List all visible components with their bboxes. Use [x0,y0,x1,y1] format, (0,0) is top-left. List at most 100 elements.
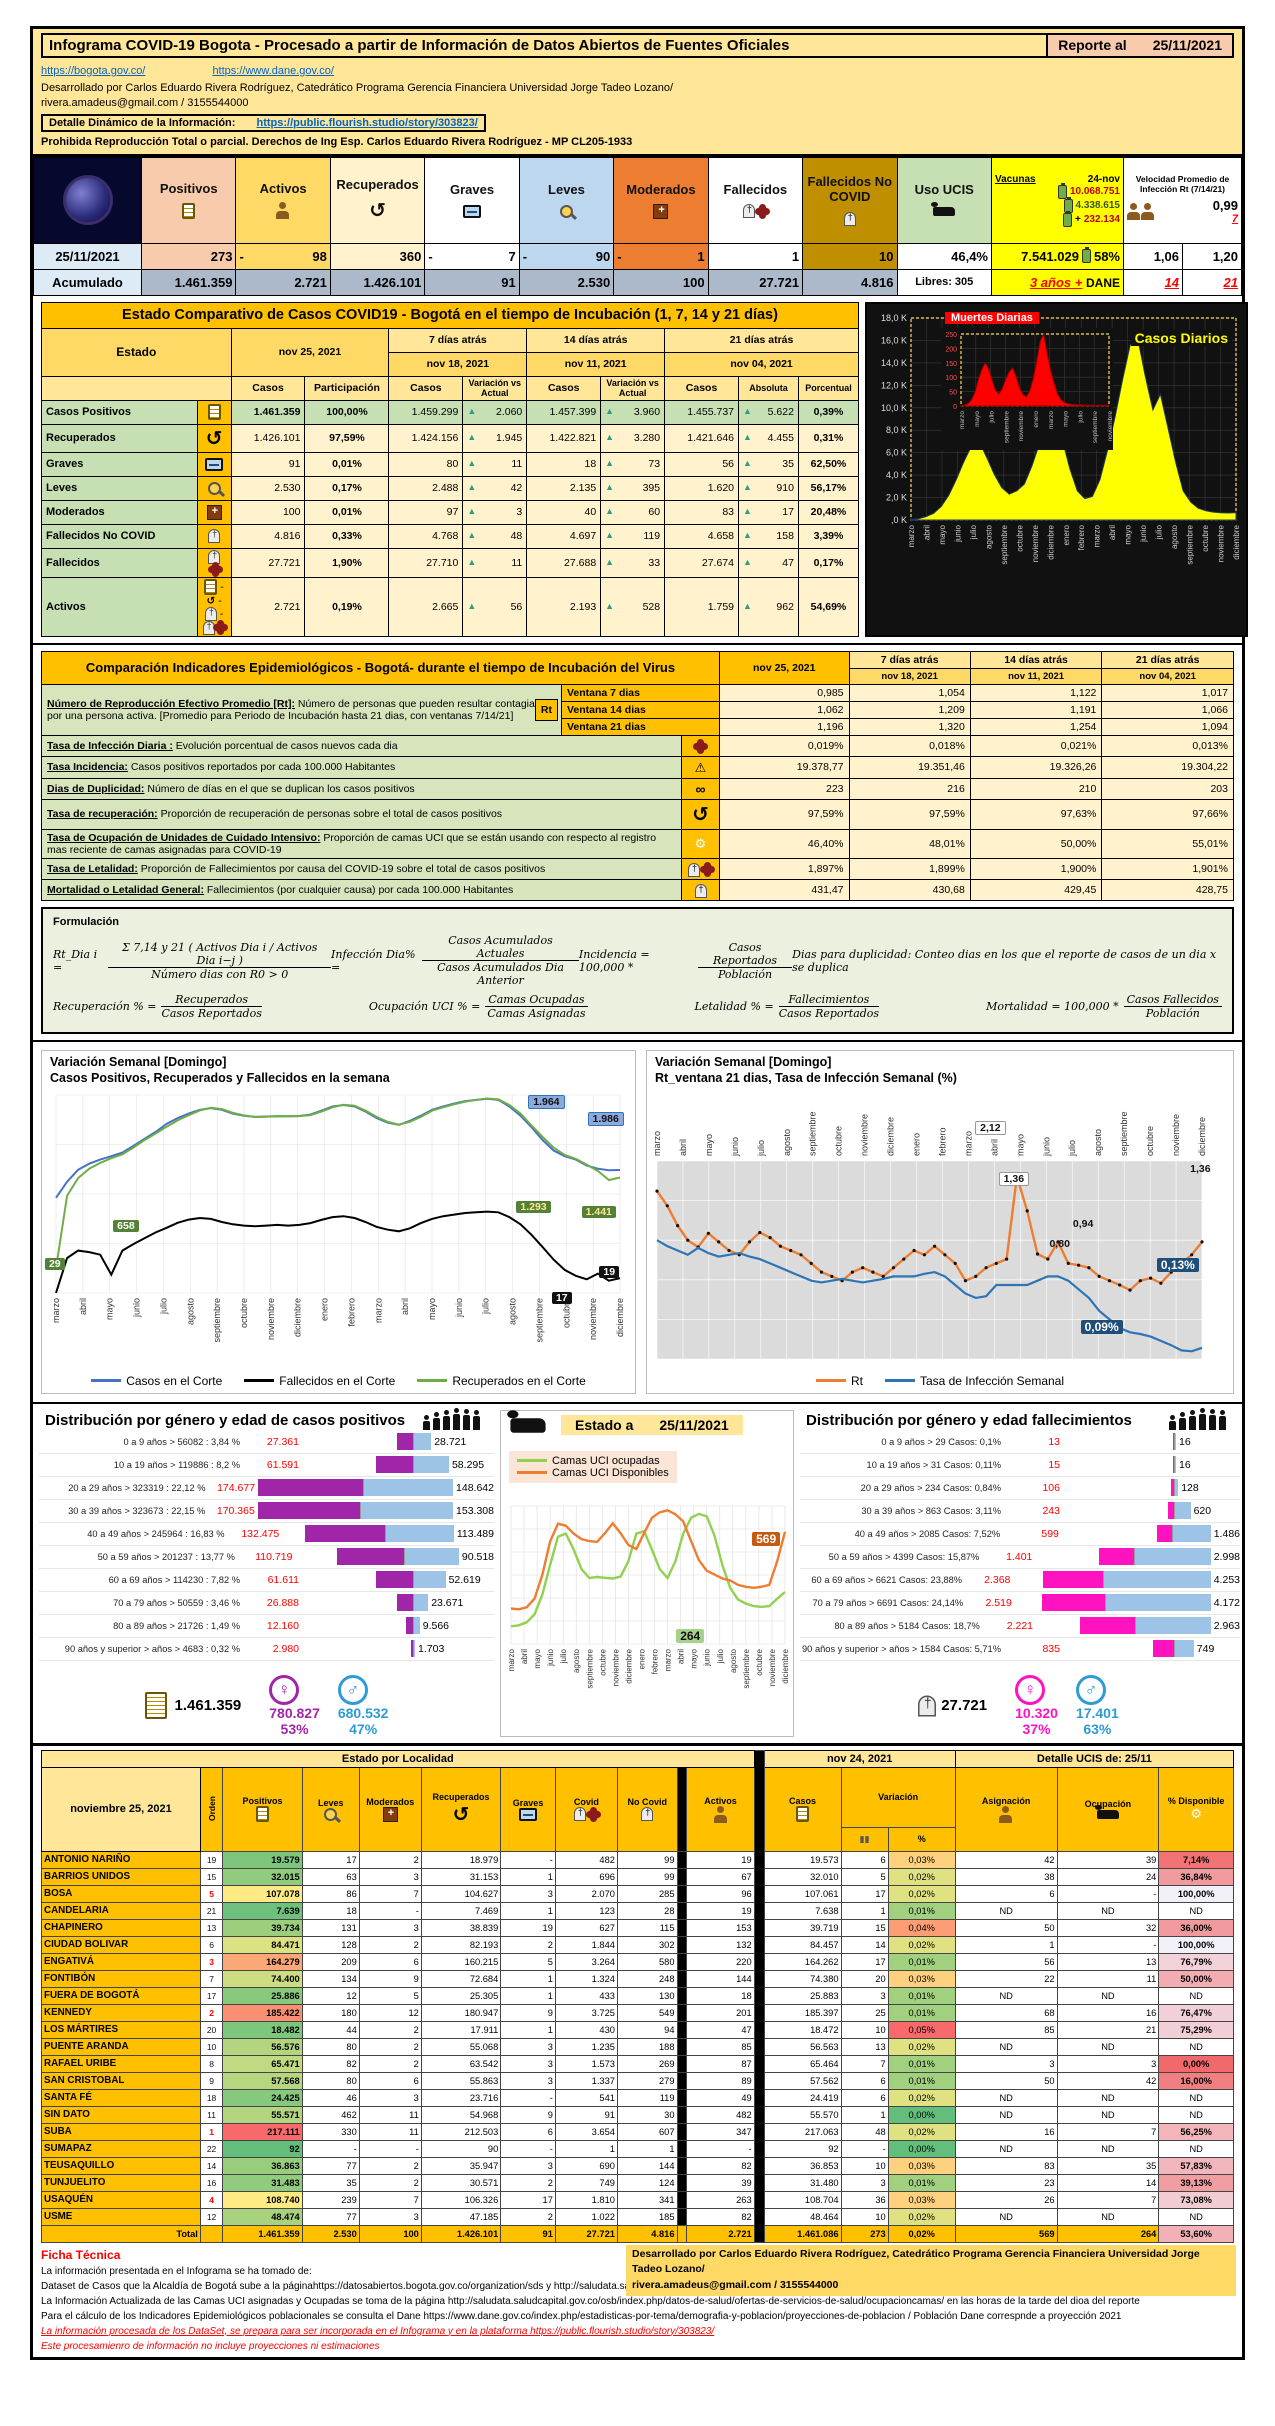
circle [1025,1208,1029,1213]
span: ♀ 10.320 37% ♂ 17.401 63% [1015,1674,1119,1737]
link-bogota[interactable]: https://bogota.gov.co/ [41,65,146,77]
bed-icon [1094,1805,1119,1820]
cell: 5 [500,1952,556,1971]
person-icon [473,1409,480,1430]
var-pct: 0,02% [887,2122,956,2141]
b: Tasa de Infección Diaria : [47,739,173,752]
var-pct: 0,02% [887,1884,956,1903]
age-label: 30 a 39 años > 323673 : 22,15 % [68,1505,206,1516]
link-dane[interactable]: https://www.dane.gov.co/ [212,65,334,77]
cell: 18.979 [420,1850,502,1869]
asignacion: 3 [954,2054,1058,2073]
person-icon [1209,1408,1216,1430]
span: Recuperados [161,993,262,1008]
text: diciembre [781,1648,790,1683]
circle [1097,1274,1101,1278]
activos: - [686,2139,755,2158]
td: ▲ 73 [600,451,666,477]
text: noviembre [1171,1114,1181,1156]
b: Variación Semanal [Domingo] [654,1055,832,1070]
disponible: ND [1158,1986,1234,2005]
casos24: 84.457 [763,1935,842,1954]
gap [676,1986,688,2005]
span: Casos Acumulados Actuales [422,934,579,962]
credit-box: Desarrollado por Carlos Eduardo Rivera R… [626,2244,1236,2296]
col-header-8: Casos [763,1766,842,1852]
locality-name: SANTA FÉ [41,2088,201,2107]
flourish-link[interactable]: https://public.flourish.studio/story/303… [256,116,478,129]
lgline [417,1379,448,1383]
cell: 124 [616,2173,678,2192]
text: 150 [945,360,957,367]
locality-row: TEUSAQUILLO 14 36.863 77 2 35.947 3 690 144 82 36.… [41,2156,1234,2175]
frac: Fallecimientos Casos Reportados [778,993,880,1020]
pfzone [258,1479,364,1497]
locality-name: ANTONIO NARIÑO [41,1850,201,1869]
sick-person-icon [999,1805,1013,1823]
casos24: 74.380 [763,1969,842,1988]
activos: 67 [686,1867,755,1886]
pyramid-row: 20 a 29 años > 323319 : 22,12 % 174.677 14… [39,1477,494,1500]
up: ▲ [605,406,615,417]
pct: 0,33% [304,523,390,549]
cell: 3 [500,2037,556,2056]
text: julio [559,1648,568,1664]
acum-value-4: 2.530 [518,268,615,296]
cell: 1 [500,1986,556,2005]
comparative-row-5: Fallecidos No COVID4.8160,33%4.768▲484.6… [41,523,860,549]
developer-line2: rivera.amadeus@gmail.com / 3155544000 [41,96,249,109]
cell: 55.863 [420,2071,502,2090]
circle [717,1239,721,1244]
formula: Recuperación % = Recuperados Casos Reporta… [53,993,262,1020]
indicator-value: 55,01% [1101,828,1234,859]
vacrow: +232.134 [995,210,1120,227]
male-bar [1175,1456,1176,1474]
cell: 749 [554,2173,618,2192]
indicator-value: 19.326,26 [969,755,1103,779]
text: marzo [373,1298,383,1323]
minus: - [428,248,433,264]
ocupacion: ND [1056,2139,1160,2158]
age-label: 40 a 49 años > 245964 : 16,83 % [87,1528,225,1539]
locality-name: USAQUÉN [41,2190,201,2209]
summary-col-1: Activos [235,156,331,244]
span: 25/11/2021 [659,1417,729,1434]
ind-g21: 21 días atrás [1101,650,1234,669]
virus-icon [702,864,713,876]
age-label: 70 a 79 años > 50559 : 3,46 % [113,1597,240,1608]
d7: nov 18, 2021 [388,351,528,377]
col-header-variacion: Variación [840,1766,956,1828]
text: septiembre [212,1298,222,1343]
text: 100 [945,375,957,382]
var-delta: 6 [840,2071,889,2090]
vitals-monitor-icon [463,205,482,219]
iconc: ↺ [196,423,232,453]
b: Número de Reproducción Efectivo Promedio… [47,697,295,710]
pyramid-row: 30 a 39 años > 323673 : 22,15 % 170.365 15… [39,1500,494,1523]
chart-annotation: 2,12 [975,1120,1006,1135]
var-pct: 0,02% [887,2207,956,2226]
locality-name: SAN CRISTOBAL [41,2071,201,2090]
disponible: 57,83% [1158,2156,1234,2175]
td: ▲ 47 [738,547,799,578]
cell: 1.337 [554,2071,618,2090]
tombstone-icon [694,884,707,899]
pct: 97,59% [304,423,390,453]
tr: nov 18, 2021 nov 11, 2021 nov 04, 2021 [42,351,859,377]
rt-plot: marzo abril mayo junio julio agosto septiembre… [647,1087,1233,1372]
locality-name: PUENTE ARANDA [41,2037,201,2056]
total-value: 27.721 [941,1697,988,1715]
lab: Tasa de Letalidad: Proporción de Falleci… [41,857,682,880]
female-value: 599 [1041,1527,1059,1540]
tr: Casos Participación Casos Variación vs Actu… [41,375,860,401]
text: abril [520,1648,529,1663]
weekly-title: Variación Semanal [Domingo] Casos Positiv… [42,1051,635,1086]
tombstone-icon [208,529,221,544]
text: julio [481,1298,491,1315]
comparative-row-6: Fallecidos 27.7211,90%27.710▲1127.688▲332… [41,547,860,578]
positivos: 92 [222,2139,303,2158]
tombstone-icon [641,1807,654,1822]
hlab: Graves [449,182,495,198]
td: 1.422.821 [526,423,602,453]
female-value: 174.677 [217,1481,256,1494]
